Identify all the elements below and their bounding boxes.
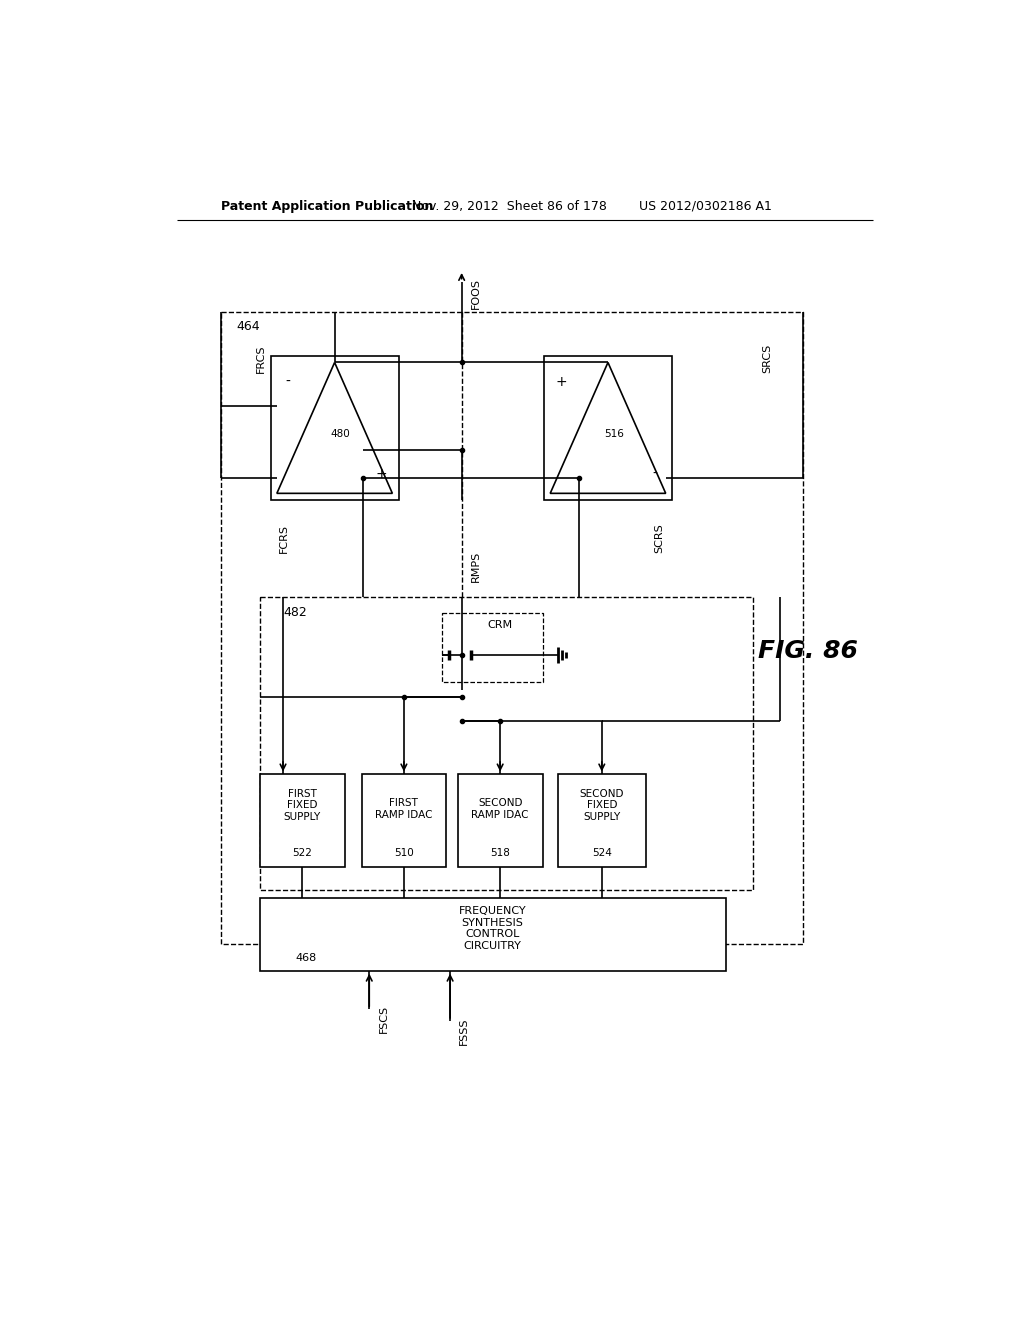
Text: RMPS: RMPS bbox=[471, 550, 481, 582]
Text: CRM: CRM bbox=[487, 620, 513, 630]
Text: FSCS: FSCS bbox=[379, 1006, 388, 1034]
Text: SECOND
RAMP IDAC: SECOND RAMP IDAC bbox=[471, 799, 529, 820]
Text: FREQUENCY
SYNTHESIS
CONTROL
CIRCUITRY: FREQUENCY SYNTHESIS CONTROL CIRCUITRY bbox=[459, 906, 526, 950]
Text: FSSS: FSSS bbox=[460, 1018, 469, 1044]
Text: 516: 516 bbox=[604, 429, 624, 440]
Text: 524: 524 bbox=[592, 847, 611, 858]
Text: US 2012/0302186 A1: US 2012/0302186 A1 bbox=[639, 199, 772, 213]
Text: 510: 510 bbox=[394, 847, 414, 858]
Text: FRCS: FRCS bbox=[256, 345, 266, 372]
Polygon shape bbox=[260, 898, 726, 970]
Polygon shape bbox=[544, 356, 672, 499]
Text: +: + bbox=[376, 467, 387, 480]
Text: SRCS: SRCS bbox=[762, 345, 772, 374]
Polygon shape bbox=[270, 356, 398, 499]
Text: 482: 482 bbox=[283, 606, 307, 619]
Text: SECOND
FIXED
SUPPLY: SECOND FIXED SUPPLY bbox=[580, 788, 624, 822]
Text: -: - bbox=[652, 467, 657, 480]
Text: Nov. 29, 2012  Sheet 86 of 178: Nov. 29, 2012 Sheet 86 of 178 bbox=[413, 199, 607, 213]
Text: 464: 464 bbox=[237, 319, 260, 333]
Text: FIRST
RAMP IDAC: FIRST RAMP IDAC bbox=[375, 799, 433, 820]
Text: Patent Application Publication: Patent Application Publication bbox=[221, 199, 434, 213]
Polygon shape bbox=[458, 775, 543, 867]
Text: 518: 518 bbox=[490, 847, 510, 858]
Text: FOOS: FOOS bbox=[471, 277, 481, 309]
Text: FCRS: FCRS bbox=[279, 524, 289, 553]
Polygon shape bbox=[558, 775, 646, 867]
Text: FIG. 86: FIG. 86 bbox=[758, 639, 858, 663]
Text: 522: 522 bbox=[292, 847, 312, 858]
Text: +: + bbox=[555, 375, 567, 388]
Polygon shape bbox=[260, 775, 345, 867]
Text: 468: 468 bbox=[296, 953, 316, 964]
Text: 480: 480 bbox=[331, 429, 350, 440]
Text: FIRST
FIXED
SUPPLY: FIRST FIXED SUPPLY bbox=[284, 788, 321, 822]
Text: -: - bbox=[286, 375, 290, 388]
Polygon shape bbox=[361, 775, 446, 867]
Text: SCRS: SCRS bbox=[654, 523, 665, 553]
